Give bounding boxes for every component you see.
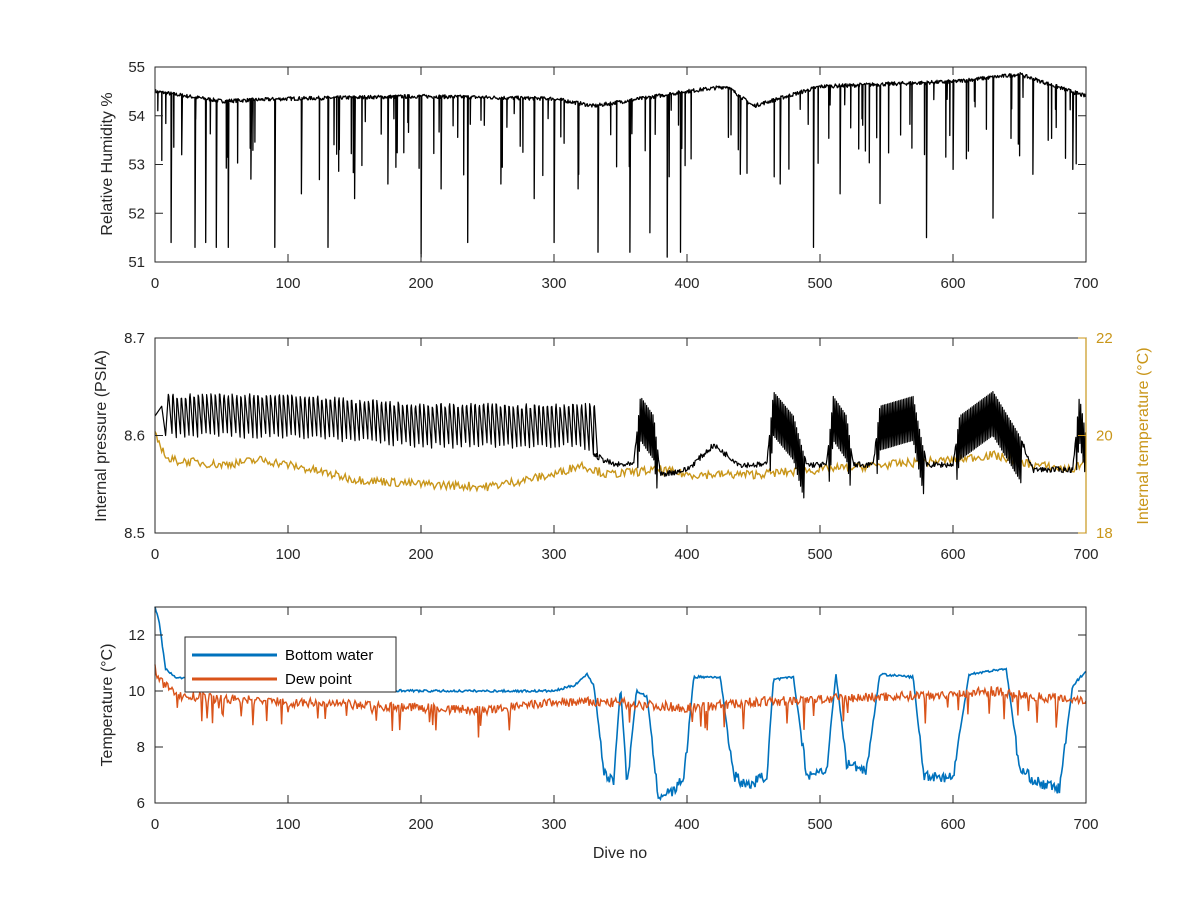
- y2-tick-label: 18: [1096, 525, 1113, 542]
- temperature-panel: 0 100 200 300 400 500 600 700 6 8 10 12 Temperatur…: [99, 606, 1099, 862]
- humidity-x-ticks: 0 100 200 300 400 500 600 700: [151, 67, 1099, 292]
- humidity-y-axis-label: Relative Humidity %: [99, 92, 116, 235]
- y-tick-label: 52: [128, 205, 145, 222]
- legend-label-bottom-water: Bottom water: [285, 647, 373, 664]
- x-tick-label: 500: [807, 816, 832, 833]
- pressure-x-ticks: 0 100 200 300 400 500 600 700: [151, 338, 1099, 563]
- x-tick-label: 400: [674, 546, 699, 563]
- x-tick-label: 600: [940, 816, 965, 833]
- y2-tick-label: 22: [1096, 330, 1113, 347]
- temperature-x-ticks: 0 100 200 300 400 500 600 700: [151, 607, 1099, 833]
- internal-temperature-line: [154, 431, 1087, 493]
- y-tick-label: 8.7: [124, 330, 145, 347]
- x-tick-label: 0: [151, 275, 159, 292]
- internal-pressure-line: [154, 391, 1087, 499]
- x-tick-label: 500: [807, 275, 832, 292]
- x-tick-label: 200: [408, 816, 433, 833]
- x-tick-label: 200: [408, 546, 433, 563]
- dew-point-line: [154, 664, 1087, 738]
- y-tick-label: 54: [128, 108, 145, 125]
- y-tick-label: 6: [137, 795, 145, 812]
- x-tick-label: 100: [275, 546, 300, 563]
- legend-label-dew-point: Dew point: [285, 671, 353, 688]
- pressure-panel: 0 100 200 300 400 500 600 700 8.58.68.7 182022 …: [93, 330, 1152, 563]
- x-axis-label: Dive no: [593, 845, 647, 862]
- pressure-y-axis-label: Internal pressure (PSIA): [93, 350, 110, 522]
- x-tick-label: 400: [674, 275, 699, 292]
- y-tick-label: 53: [128, 157, 145, 174]
- temperature-y-axis-label: Temperature (°C): [99, 644, 116, 767]
- temperature-y-ticks: 6 8 10 12: [128, 627, 1086, 812]
- x-tick-label: 300: [541, 816, 566, 833]
- y-tick-label: 8.6: [124, 428, 145, 445]
- legend-box: [184, 636, 397, 693]
- legend: Bottom water Dew point: [184, 636, 397, 693]
- x-tick-label: 300: [541, 546, 566, 563]
- x-tick-label: 0: [151, 546, 159, 563]
- x-tick-label: 600: [940, 275, 965, 292]
- y-tick-label: 55: [128, 59, 145, 76]
- humidity-y-ticks: 51 52 53 54 55: [128, 59, 1086, 271]
- y-tick-label: 8: [137, 739, 145, 756]
- y-tick-label: 10: [128, 683, 145, 700]
- x-tick-label: 700: [1073, 275, 1098, 292]
- pressure-plot-lines: [154, 391, 1087, 499]
- x-tick-label: 100: [275, 816, 300, 833]
- pressure-y-ticks: 8.5 8.6 8.7: [124, 330, 163, 542]
- y-tick-label: 8.5: [124, 525, 145, 542]
- y-tick-label: 12: [128, 627, 145, 644]
- y-tick-label: 51: [128, 254, 145, 271]
- x-tick-label: 600: [940, 546, 965, 563]
- x-tick-label: 700: [1073, 816, 1098, 833]
- x-tick-label: 200: [408, 275, 433, 292]
- humidity-plot-lines: [154, 72, 1086, 258]
- humidity-panel: 0 100 200 300 400 500 600 700 51 52 53 54 55 Relati…: [99, 59, 1099, 292]
- x-tick-label: 500: [807, 546, 832, 563]
- x-tick-label: 100: [275, 275, 300, 292]
- temperature-right-y-ticks: 18 20 22: [1078, 330, 1113, 542]
- internal-temperature-y-axis-label: Internal temperature (°C): [1135, 347, 1152, 524]
- temperature-axes-box: [154, 606, 1087, 804]
- y2-tick-label: 20: [1096, 428, 1113, 445]
- x-tick-label: 300: [541, 275, 566, 292]
- x-tick-label: 400: [674, 816, 699, 833]
- x-tick-label: 700: [1073, 546, 1098, 563]
- humidity-line: [154, 72, 1086, 258]
- x-tick-label: 0: [151, 816, 159, 833]
